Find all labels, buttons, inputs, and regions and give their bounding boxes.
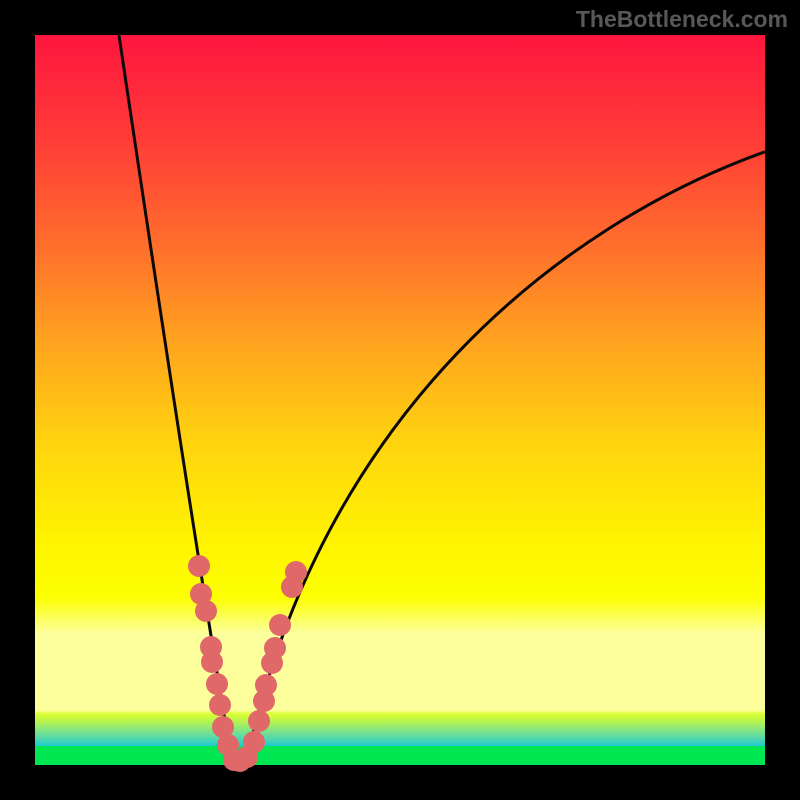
data-dot	[281, 576, 303, 598]
chart-plot-area	[35, 35, 765, 765]
data-dot	[243, 731, 265, 753]
data-dot	[255, 674, 277, 696]
data-dot	[209, 694, 231, 716]
data-dot	[190, 583, 212, 605]
data-dot	[264, 637, 286, 659]
data-dots-group	[35, 35, 765, 765]
data-dot	[248, 710, 270, 732]
data-dot	[269, 614, 291, 636]
watermark-text: TheBottleneck.com	[576, 6, 788, 33]
data-dot	[201, 651, 223, 673]
data-dot	[188, 555, 210, 577]
data-dot	[206, 673, 228, 695]
